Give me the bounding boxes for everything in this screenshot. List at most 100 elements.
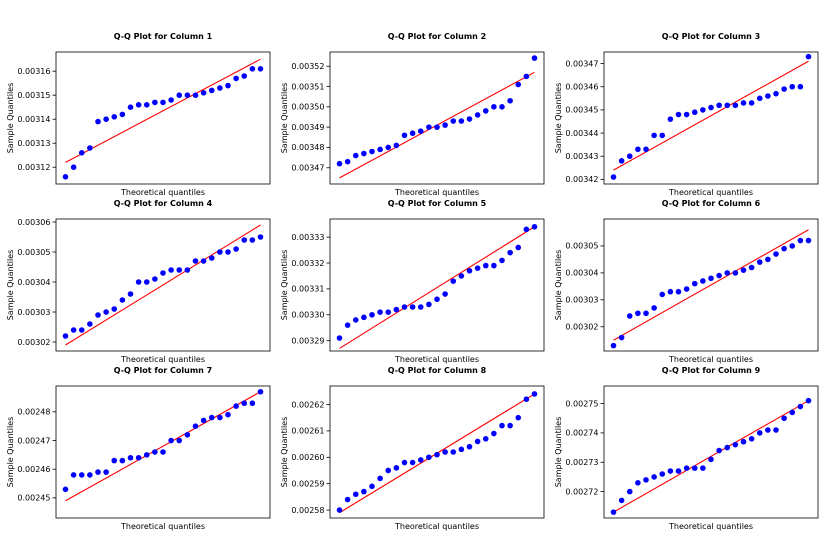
- data-point: [450, 278, 457, 284]
- data-point: [724, 270, 731, 276]
- data-point: [708, 275, 714, 282]
- data-point: [610, 509, 617, 515]
- y-axis-label: Sample Quantiles: [554, 83, 563, 154]
- y-axis-label: Sample Quantiles: [6, 417, 15, 488]
- data-point: [515, 414, 522, 421]
- y-tick-label: 0.00342: [565, 175, 598, 184]
- data-point: [458, 118, 465, 124]
- data-point: [168, 97, 174, 103]
- data-point: [233, 75, 239, 82]
- data-point: [523, 73, 530, 80]
- y-tick-label: 0.00312: [17, 163, 50, 172]
- y-axis-label: Sample Quantiles: [6, 250, 15, 321]
- y-tick-label: 0.00314: [17, 115, 50, 124]
- data-point: [531, 55, 538, 61]
- data-point: [765, 93, 771, 99]
- data-point: [610, 174, 617, 180]
- data-point: [458, 273, 465, 279]
- y-tick-label: 0.00316: [17, 67, 50, 76]
- data-point: [111, 114, 118, 120]
- reference-line: [65, 224, 261, 346]
- data-point: [442, 449, 448, 455]
- data-point: [797, 403, 804, 410]
- data-point: [458, 446, 465, 453]
- data-point: [531, 391, 538, 397]
- data-point: [401, 459, 408, 466]
- data-point: [716, 272, 722, 279]
- data-point: [385, 309, 392, 315]
- data-point: [683, 286, 690, 292]
- data-point: [233, 246, 239, 252]
- data-point: [369, 148, 375, 155]
- data-point: [659, 291, 666, 298]
- data-point: [176, 92, 183, 98]
- data-point: [119, 457, 126, 464]
- data-point: [249, 237, 256, 243]
- data-point: [95, 469, 101, 475]
- chart-title: Q-Q Plot for Column 6: [662, 199, 761, 208]
- data-point: [515, 244, 522, 251]
- data-point: [257, 66, 264, 72]
- data-point: [773, 251, 779, 257]
- data-point: [62, 174, 69, 180]
- reference-line: [613, 229, 809, 341]
- data-point: [474, 112, 481, 118]
- data-point: [740, 267, 747, 273]
- y-tick-label: 0.00345: [565, 106, 598, 115]
- y-tick-label: 0.00272: [565, 487, 598, 496]
- axes-frame: [55, 51, 271, 185]
- data-point: [377, 309, 383, 315]
- qq-panel-3: Q-Q Plot for Column 3 0.00342 0.00343 0.003…: [554, 32, 819, 197]
- y-tick-label: 0.00329: [291, 336, 324, 345]
- data-point: [426, 124, 432, 130]
- y-tick-label: 0.00304: [17, 278, 50, 287]
- data-point: [70, 327, 77, 333]
- data-point: [127, 291, 134, 297]
- data-point: [434, 451, 440, 458]
- data-point: [257, 388, 264, 395]
- axes-frame: [329, 385, 545, 519]
- data-point: [789, 83, 796, 90]
- data-point: [152, 99, 158, 106]
- data-point: [160, 449, 166, 455]
- chart-title: Q-Q Plot for Column 8: [388, 366, 487, 375]
- data-point: [499, 422, 505, 429]
- data-point: [352, 152, 359, 159]
- data-point: [789, 243, 796, 249]
- data-point: [635, 480, 641, 486]
- data-point: [797, 83, 804, 90]
- x-axis-label: Theoretical quantiles: [120, 188, 205, 197]
- y-tick-label: 0.00306: [17, 218, 50, 227]
- data-point: [523, 226, 530, 233]
- chart-title: Q-Q Plot for Column 9: [662, 366, 761, 375]
- data-point: [708, 104, 714, 111]
- data-point: [610, 342, 617, 349]
- data-point: [87, 472, 93, 478]
- data-point: [515, 81, 522, 88]
- data-point: [716, 447, 722, 454]
- data-point: [499, 104, 505, 110]
- y-tick-label: 0.00346: [565, 83, 598, 92]
- data-point: [385, 467, 392, 474]
- y-tick-label: 0.00305: [565, 242, 598, 251]
- data-point: [675, 288, 682, 295]
- data-point: [450, 118, 457, 124]
- data-point: [70, 472, 77, 478]
- data-point: [62, 486, 69, 493]
- y-tick-label: 0.00343: [565, 152, 598, 161]
- data-point: [635, 146, 641, 153]
- data-point: [740, 438, 747, 445]
- y-tick-label: 0.00347: [565, 59, 598, 68]
- data-point: [344, 322, 351, 328]
- data-point: [225, 411, 231, 418]
- data-point: [691, 280, 698, 287]
- data-point: [184, 92, 191, 98]
- y-tick-label: 0.00344: [565, 129, 598, 138]
- data-point: [805, 53, 812, 60]
- data-point: [336, 160, 343, 167]
- data-point: [70, 164, 77, 170]
- data-point: [87, 321, 93, 327]
- data-point: [401, 304, 408, 310]
- data-point: [700, 465, 706, 471]
- axes-frame: [329, 218, 545, 352]
